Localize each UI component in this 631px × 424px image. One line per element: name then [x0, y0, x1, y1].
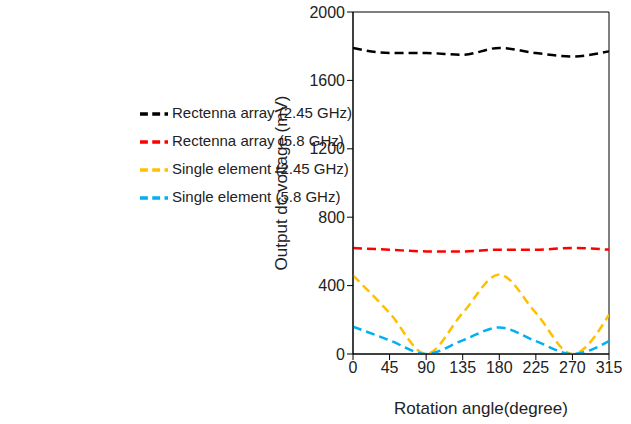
svg-text:135: 135 — [449, 359, 476, 376]
svg-text:180: 180 — [486, 359, 513, 376]
svg-text:400: 400 — [318, 277, 345, 294]
svg-text:Rotation angle(degree): Rotation angle(degree) — [394, 399, 568, 418]
svg-text:315: 315 — [596, 359, 623, 376]
svg-text:0: 0 — [349, 359, 358, 376]
svg-text:1200: 1200 — [309, 140, 345, 157]
svg-text:Output dc voltage (mV): Output dc voltage (mV) — [272, 96, 291, 271]
svg-text:90: 90 — [417, 359, 435, 376]
svg-text:1600: 1600 — [309, 72, 345, 89]
svg-text:225: 225 — [523, 359, 550, 376]
svg-text:270: 270 — [559, 359, 586, 376]
svg-text:0: 0 — [336, 346, 345, 363]
svg-text:800: 800 — [318, 209, 345, 226]
svg-text:2000: 2000 — [309, 4, 345, 21]
svg-text:45: 45 — [381, 359, 399, 376]
